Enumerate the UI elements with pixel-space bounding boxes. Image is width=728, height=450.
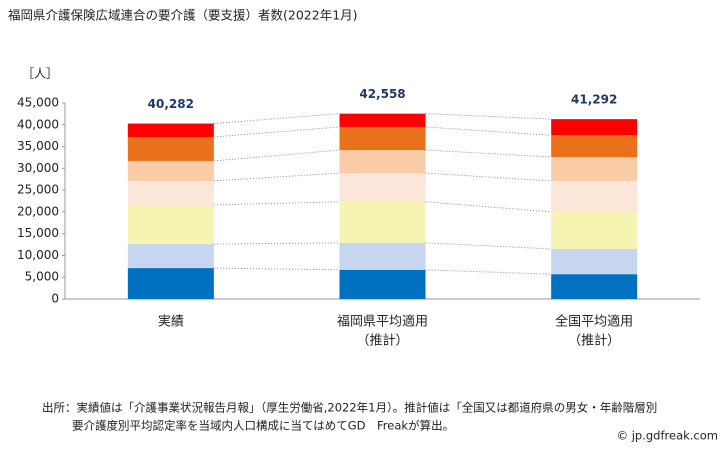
y-tick-label: 10,000 xyxy=(17,248,59,262)
y-tick-label: 40,000 xyxy=(17,117,59,131)
bar-segment xyxy=(551,274,638,299)
connector xyxy=(425,269,552,275)
chart-title: 福岡県介護保険広域連合の要介護（要支援）者数(2022年1月) xyxy=(8,8,358,23)
bar-segment xyxy=(127,180,214,205)
y-tick-label: 20,000 xyxy=(17,204,59,218)
connector xyxy=(213,172,340,182)
y-tick-label: 15,000 xyxy=(17,226,59,240)
connector xyxy=(425,201,552,213)
bar-segment xyxy=(127,123,214,137)
connector xyxy=(213,267,340,271)
y-tick-label: 45,000 xyxy=(17,96,59,110)
bar-segment xyxy=(339,242,426,270)
x-tick-label: 福岡県平均適用 xyxy=(337,314,428,330)
bar-segment xyxy=(551,157,638,181)
connector xyxy=(213,242,340,245)
y-tick-label: 30,000 xyxy=(17,161,59,175)
bar-segment xyxy=(551,248,638,275)
connector xyxy=(213,149,340,162)
bar-segment xyxy=(127,204,214,245)
x-tick-label: 実績 xyxy=(158,314,184,330)
connector xyxy=(425,242,552,250)
connector xyxy=(425,149,552,158)
bar-segment xyxy=(339,201,426,243)
bar-segment xyxy=(339,113,426,127)
connector xyxy=(425,172,552,182)
y-tick-label: 0 xyxy=(51,292,59,306)
bar-segment xyxy=(339,269,426,299)
bar-segment xyxy=(551,119,638,136)
x-tick-label: 全国平均適用 xyxy=(555,314,633,330)
bar-segment xyxy=(551,135,638,158)
connector xyxy=(213,126,340,138)
credit: © jp.gdfreak.com xyxy=(617,429,718,443)
x-tick-label: （推計） xyxy=(568,333,620,349)
y-unit: ［人］ xyxy=(22,67,58,81)
connector xyxy=(213,201,340,206)
bar-segment xyxy=(339,150,426,174)
bar-segment xyxy=(127,136,214,161)
bar-segment xyxy=(551,180,638,212)
bar-segment xyxy=(551,211,638,249)
connector xyxy=(425,126,552,136)
bar-segment xyxy=(339,173,426,202)
bar-segment xyxy=(127,160,214,181)
y-tick-label: 35,000 xyxy=(17,139,59,153)
total-label: 41,292 xyxy=(571,93,617,107)
connector xyxy=(213,113,340,125)
footnote: 出所：実績値は「介護事業状況報告月報」（厚生労働省,2022年1月）。推計値は「… xyxy=(42,401,657,415)
x-tick-label: （推計） xyxy=(356,333,408,349)
footnote: 要介護度別平均認定率を当域内人口構成に当てはめてGD Freakが算出。 xyxy=(72,419,454,433)
y-tick-label: 25,000 xyxy=(17,183,59,197)
bar-segment xyxy=(127,268,214,299)
total-label: 40,282 xyxy=(148,97,194,111)
bar-segment xyxy=(339,126,426,151)
bar-segment xyxy=(127,244,214,269)
y-tick-label: 5,000 xyxy=(25,270,59,284)
total-label: 42,558 xyxy=(359,87,405,101)
connector xyxy=(425,113,552,120)
